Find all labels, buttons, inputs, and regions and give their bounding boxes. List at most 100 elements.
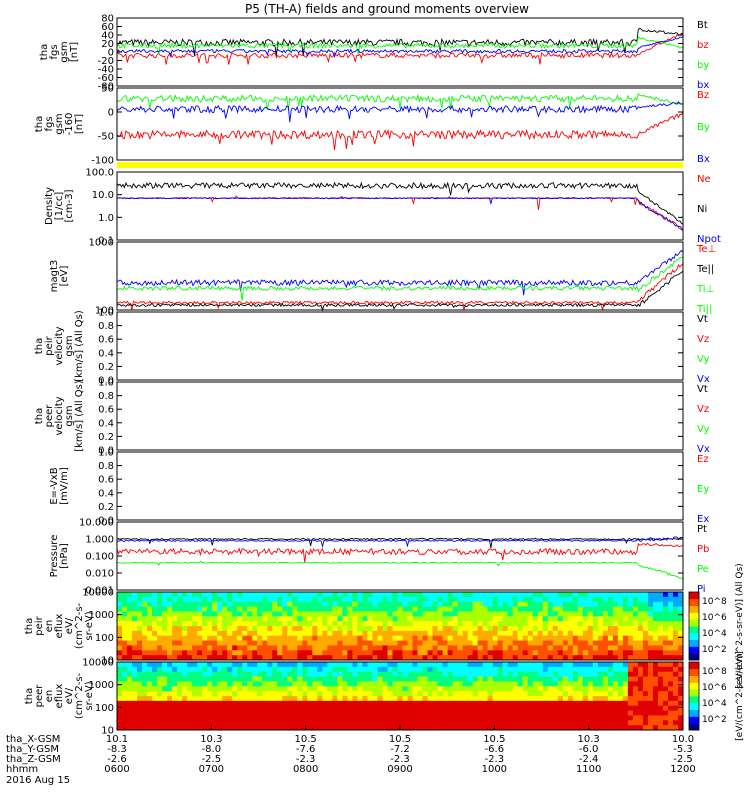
spectrogram-cell xyxy=(292,655,298,661)
spectrogram-cell xyxy=(352,635,358,641)
spectrogram-cell xyxy=(402,611,408,617)
spectrogram-cell xyxy=(122,715,128,721)
spectrogram-cell xyxy=(177,650,183,656)
spectrogram-cell xyxy=(237,720,243,726)
spectrogram-cell xyxy=(182,601,188,607)
spectrogram-cell xyxy=(207,710,213,716)
spectrogram-cell xyxy=(312,621,318,627)
panel-9: 10^810^610^410^2 [eV/(cm^2-s-sr-eV)] (All… xyxy=(24,563,745,688)
spectrogram-cell xyxy=(317,611,323,617)
y-axis-label: gsm xyxy=(54,113,65,134)
spectrogram-cell xyxy=(442,635,448,641)
spectrogram-cell xyxy=(257,606,263,612)
spectrogram-cell xyxy=(407,691,413,697)
spectrogram-cell xyxy=(337,666,343,673)
spectrogram-cell xyxy=(667,592,674,598)
spectrogram-cell xyxy=(372,720,378,726)
spectrogram-cell xyxy=(237,601,243,607)
spectrogram-cell xyxy=(172,686,178,692)
spectrogram-cell xyxy=(307,662,313,668)
spectrogram-cell xyxy=(347,671,353,677)
spectrogram-cell xyxy=(442,725,448,731)
spectrogram-cell xyxy=(147,601,153,607)
spectrogram-cell xyxy=(652,666,659,673)
spectrogram-cell xyxy=(347,596,353,603)
spectrogram-cell xyxy=(542,655,549,661)
spectrogram-cell xyxy=(412,710,418,716)
spectrogram-cell xyxy=(342,655,348,661)
y-axis-label: tha xyxy=(24,688,35,704)
spectrogram-cell xyxy=(562,696,569,702)
spectrogram-cell xyxy=(622,705,629,711)
spectrogram-cell xyxy=(587,676,594,682)
spectrogram-cell xyxy=(197,662,203,668)
spectrogram-cell xyxy=(407,715,413,721)
spectrogram-cell xyxy=(272,616,278,622)
spectrogram-cell xyxy=(497,676,504,682)
spectrogram-cell xyxy=(562,666,569,673)
spectrogram-cell xyxy=(632,666,639,673)
spectrogram-cell xyxy=(307,621,313,627)
spectrogram-cell xyxy=(502,720,509,726)
spectrogram-cell xyxy=(377,611,383,617)
spectrogram-cell xyxy=(337,720,343,726)
spectrogram-cell xyxy=(552,720,559,726)
spectrogram-cell xyxy=(657,611,664,617)
spectrogram-cell xyxy=(417,691,423,697)
spectrogram-cell xyxy=(657,671,664,677)
spectrogram-cell xyxy=(362,630,368,637)
spectrogram-cell xyxy=(282,635,288,641)
spectrogram-cell xyxy=(212,666,218,673)
spectrogram-cell xyxy=(562,601,569,607)
spectrogram-cell xyxy=(542,606,549,612)
spectrogram-cell xyxy=(662,650,669,656)
spectrogram-cell xyxy=(482,630,489,637)
spectrogram-cell xyxy=(197,626,203,632)
panel-8: PtPbPePi10.0001.0000.1000.0100.001Pressu… xyxy=(49,518,709,597)
spectrogram-cell xyxy=(227,725,233,731)
spectrogram-cell xyxy=(552,671,559,677)
spectrogram-cell xyxy=(562,596,569,603)
spectrogram-cell xyxy=(302,616,308,622)
colorbar-tick-label: 10^2 xyxy=(702,645,727,655)
spectrogram-cell xyxy=(472,611,479,617)
spectrogram-cell xyxy=(647,655,654,661)
panel-frame xyxy=(116,381,684,451)
spectrogram-cell xyxy=(162,616,168,622)
spectrogram-cell xyxy=(577,710,584,716)
spectrogram-cell xyxy=(227,681,233,687)
y-tick-label: 100 xyxy=(95,703,114,714)
spectrogram-cell xyxy=(282,626,288,632)
spectrogram-cell xyxy=(547,655,554,661)
spectrogram-cell xyxy=(187,691,193,697)
spectrogram-cell xyxy=(212,621,218,627)
spectrogram-cell xyxy=(197,616,203,622)
spectrogram-cell xyxy=(417,715,423,721)
spectrogram-cell xyxy=(312,715,318,721)
spectrogram-cell xyxy=(347,655,353,661)
spectrogram-cell xyxy=(147,640,153,646)
legend-entry: Ez xyxy=(697,454,709,465)
spectrogram-cell xyxy=(372,592,378,598)
spectrogram-cell xyxy=(667,671,674,677)
spectrogram-cell xyxy=(352,686,358,692)
spectrogram-cell xyxy=(272,640,278,646)
spectrogram-cell xyxy=(537,715,544,721)
spectrogram-cell xyxy=(412,645,418,651)
spectrogram-cell xyxy=(237,686,243,692)
spectrogram-cell xyxy=(467,666,474,673)
spectrogram-cell xyxy=(617,671,624,677)
figure-title: P5 (TH-A) fields and ground moments over… xyxy=(245,2,529,16)
spectrogram-cell xyxy=(522,640,529,646)
spectrogram-cell xyxy=(377,635,383,641)
spectrogram-cell xyxy=(202,676,208,682)
spectrogram-cell xyxy=(527,671,534,677)
spectrogram-cell xyxy=(412,676,418,682)
spectrogram-cell xyxy=(167,666,173,673)
spectrogram-cell xyxy=(622,621,629,627)
spectrogram-cell xyxy=(262,630,268,637)
spectrogram-cell xyxy=(332,686,338,692)
spectrogram-cell xyxy=(297,715,303,721)
spectrogram-cell xyxy=(557,676,564,682)
spectrogram-cell xyxy=(602,696,609,702)
